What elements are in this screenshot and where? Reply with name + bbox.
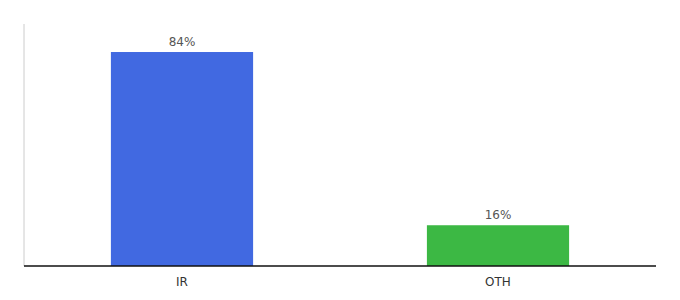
chart-svg: 84% 16% IR OTH: [0, 0, 680, 300]
bar: [427, 225, 569, 266]
data-label: 84%: [169, 35, 196, 49]
x-tick-label: OTH: [485, 275, 511, 289]
chart-container: 84% 16% IR OTH: [0, 0, 680, 300]
data-label: 16%: [485, 208, 512, 222]
y-axis-line: [24, 24, 25, 266]
x-axis-line: [24, 265, 656, 267]
bar: [111, 52, 253, 266]
bars: [111, 52, 569, 266]
x-tick-label: IR: [176, 275, 188, 289]
